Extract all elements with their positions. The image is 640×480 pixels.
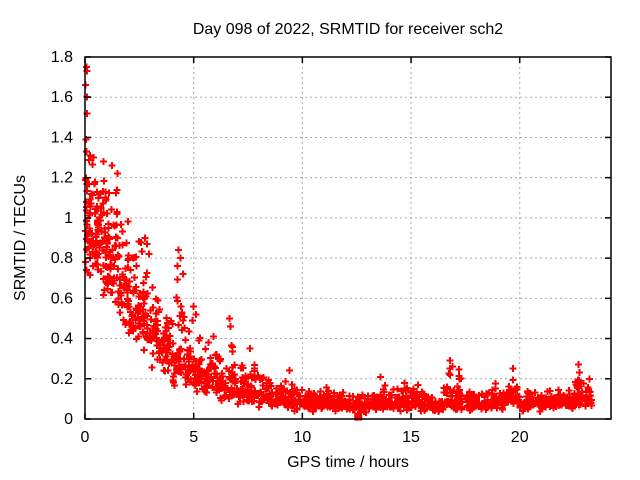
y-tick-label: 1.8 — [51, 49, 73, 66]
y-tick-label: 1.6 — [51, 89, 73, 106]
x-tick-label: 20 — [511, 429, 529, 446]
y-tick-label: 1 — [64, 210, 73, 227]
y-tick-label: 1.2 — [51, 170, 73, 187]
y-tick-label: 0.2 — [51, 371, 73, 388]
tick-labels: 0 5 10 15 20 0 0.2 0.4 0.6 0.8 1 1.2 1.4 1.6 1.8 — [51, 49, 529, 446]
y-tick-label: 1.4 — [51, 129, 73, 146]
chart-title: Day 098 of 2022, SRMTID for receiver sch… — [193, 21, 503, 38]
data-points — [82, 63, 595, 421]
plot-border — [84, 56, 612, 420]
gridlines — [85, 57, 611, 419]
y-tick-label: 0 — [64, 411, 73, 428]
y-axis-label: SRMTID / TECUs — [12, 175, 29, 301]
x-tick-label: 0 — [81, 429, 90, 446]
scatter-square-marker — [354, 412, 363, 421]
y-tick-label: 0.6 — [51, 290, 73, 307]
axis-ticks — [84, 56, 611, 420]
x-axis-label: GPS time / hours — [287, 454, 409, 471]
x-tick-label: 15 — [402, 429, 420, 446]
scatter-plus-markers — [82, 63, 595, 416]
x-tick-label: 10 — [293, 429, 311, 446]
y-tick-label: 0.4 — [51, 331, 73, 348]
x-tick-label: 5 — [189, 429, 198, 446]
y-tick-label: 0.8 — [51, 250, 73, 267]
